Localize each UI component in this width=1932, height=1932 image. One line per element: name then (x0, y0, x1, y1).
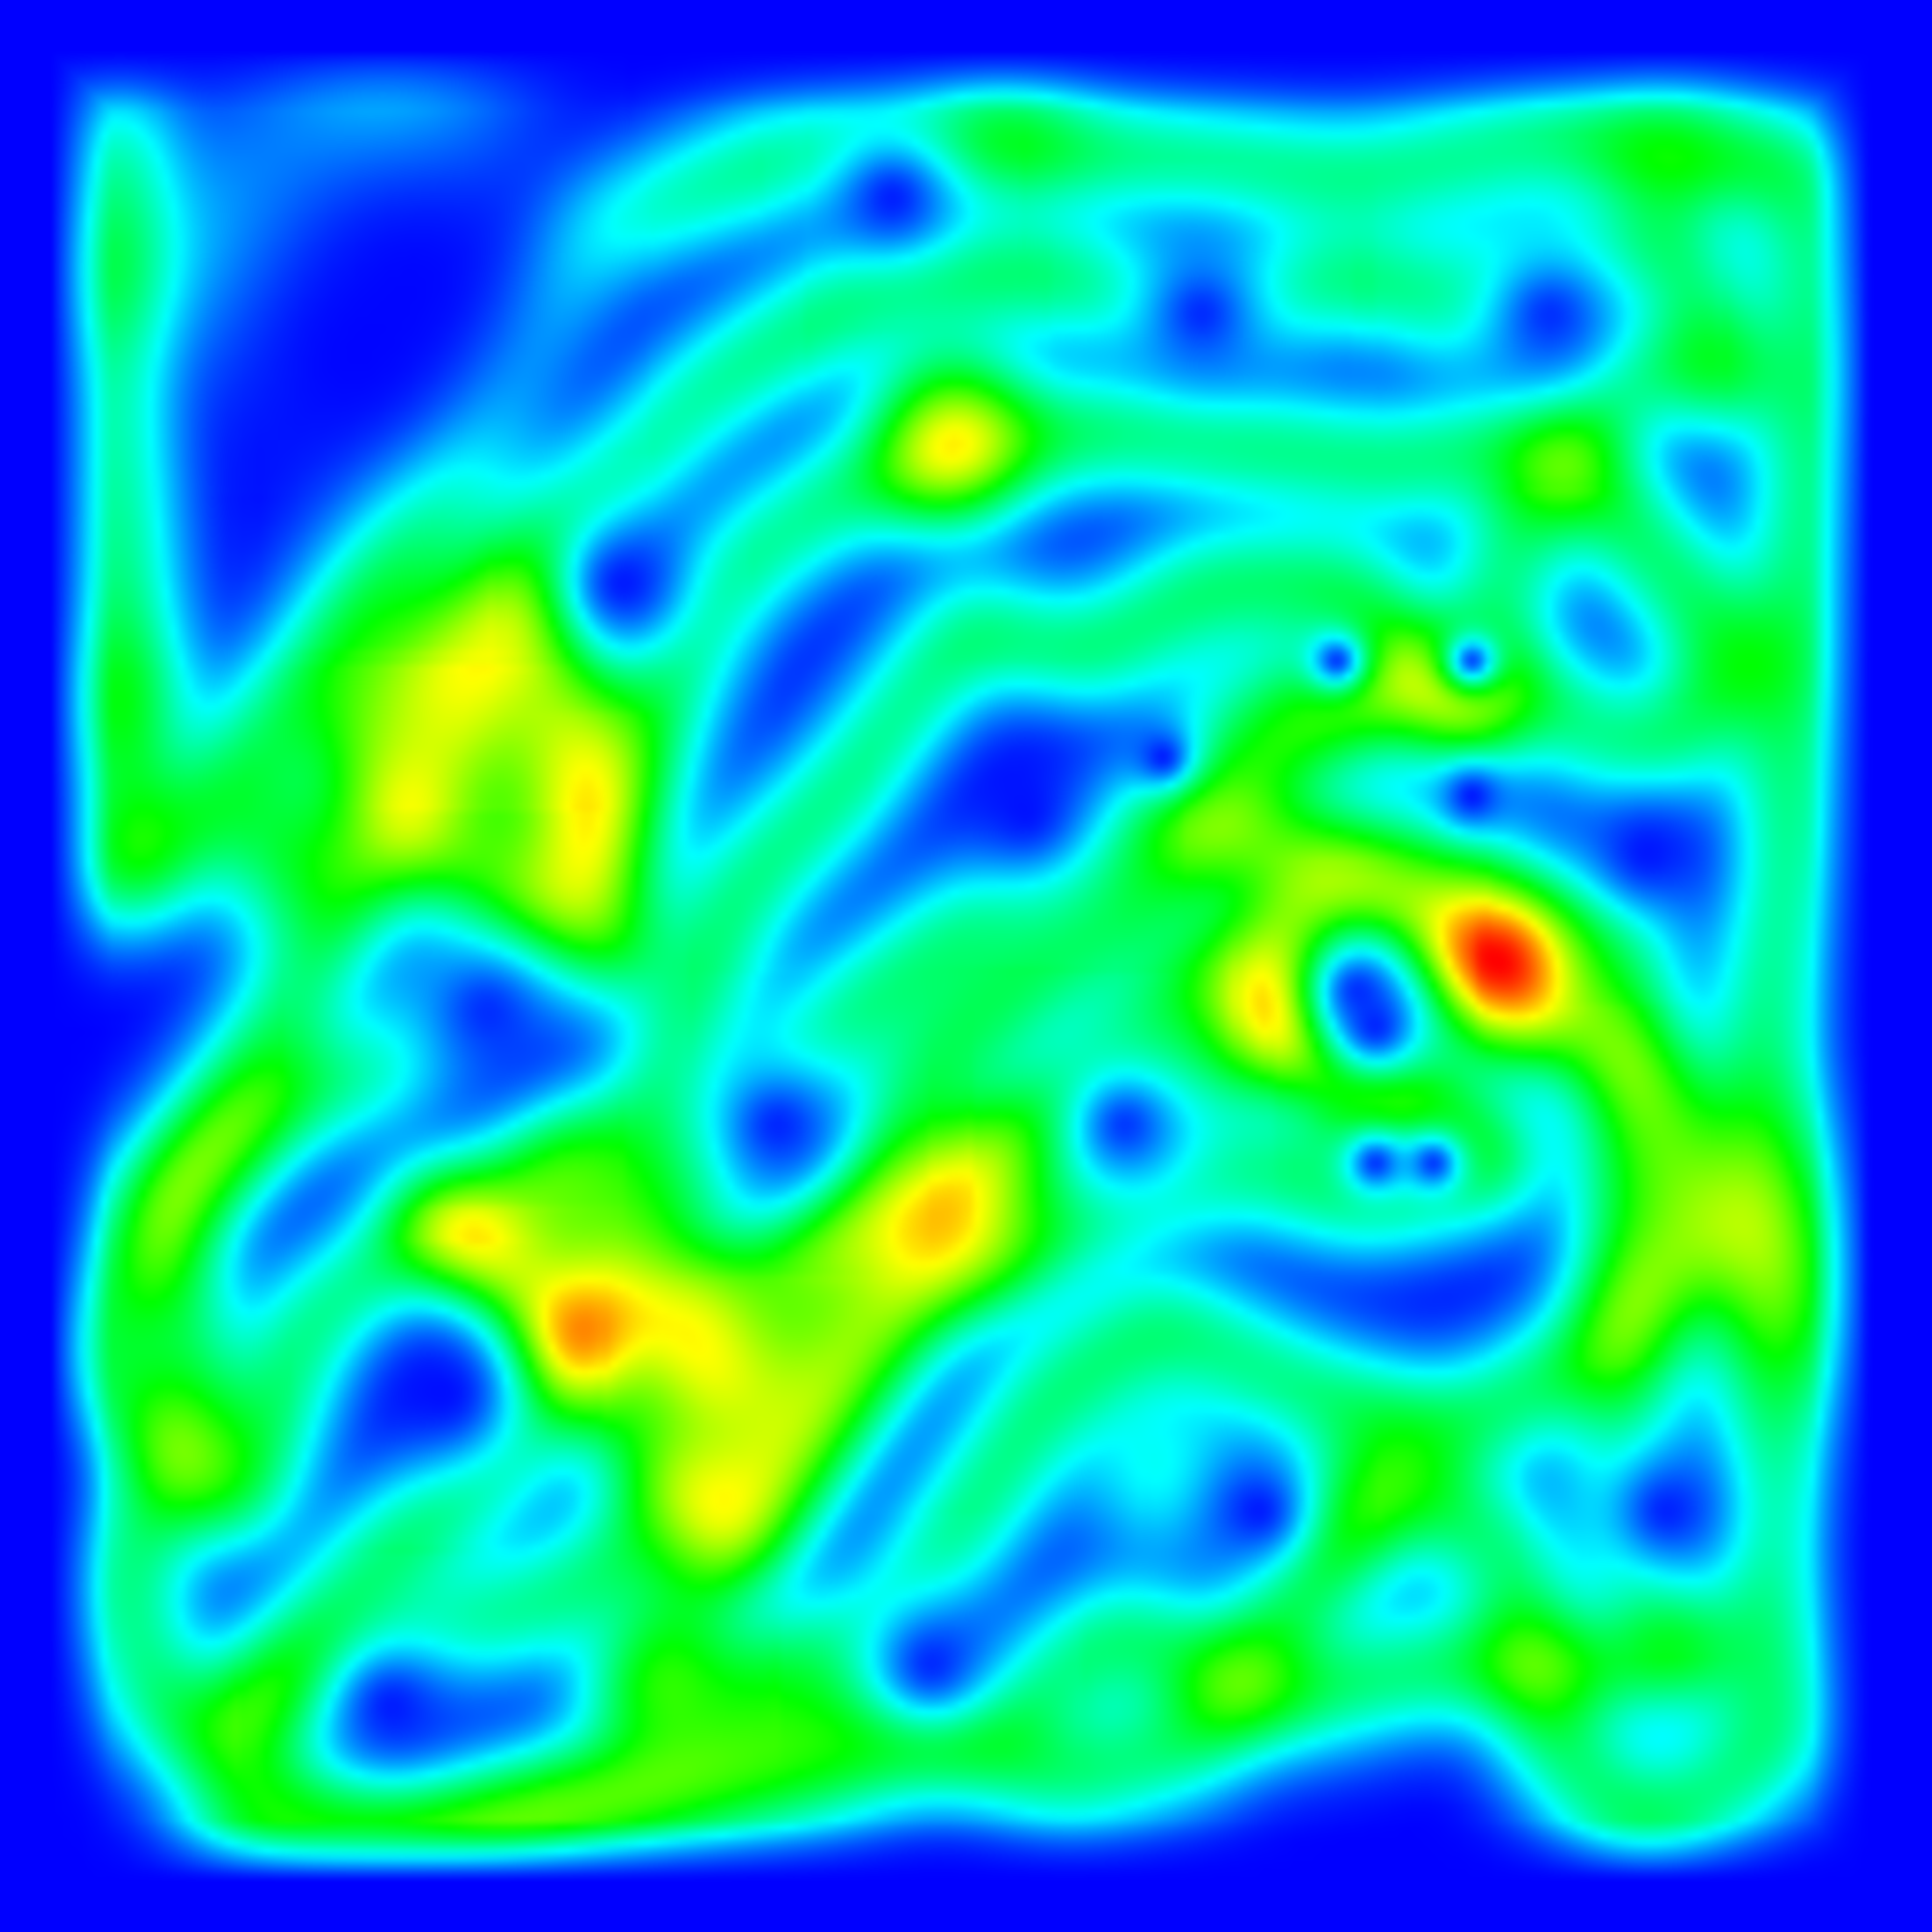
heatmap-chart (0, 0, 1932, 1932)
heatmap-canvas (0, 0, 1932, 1932)
